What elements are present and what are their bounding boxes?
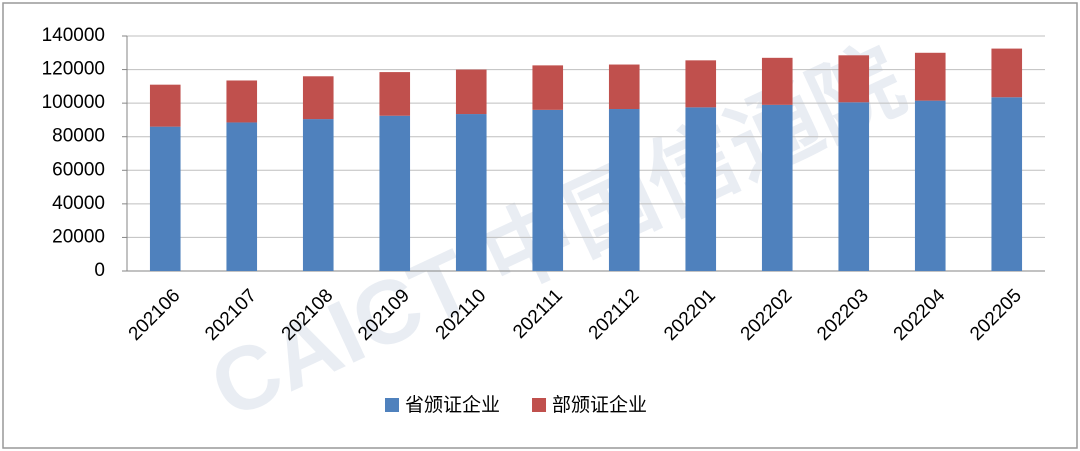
- y-tick-label: 20000: [52, 226, 105, 247]
- y-tick-label: 120000: [42, 59, 105, 80]
- legend-label: 省颁证企业: [405, 394, 500, 416]
- bar-segment: [149, 84, 181, 127]
- y-tick-label: 40000: [52, 193, 105, 214]
- bar-segment: [226, 80, 258, 123]
- bar-segment: [455, 114, 487, 271]
- bar-segment: [761, 104, 793, 271]
- bar-segment: [379, 115, 411, 271]
- bar-segment: [149, 126, 181, 272]
- bar-segment: [608, 109, 640, 272]
- bar-segment: [226, 122, 258, 271]
- bar-segment: [379, 72, 411, 116]
- bar-segment: [914, 52, 946, 101]
- y-tick-label: 100000: [42, 92, 105, 113]
- y-tick-label: 0: [94, 260, 105, 281]
- bar-segment: [685, 60, 717, 108]
- bar-segment: [608, 64, 640, 110]
- y-tick-label: 60000: [52, 159, 105, 180]
- bar-segment: [991, 97, 1023, 272]
- bar-segment: [532, 109, 564, 271]
- bar-segment: [914, 100, 946, 271]
- legend-swatch: [385, 398, 399, 412]
- y-tick-label: 80000: [52, 126, 105, 147]
- bar-segment: [455, 69, 487, 115]
- bar-segment: [302, 76, 334, 120]
- bar-segment: [991, 48, 1023, 98]
- bar-segment: [532, 65, 564, 110]
- y-tick-label: 140000: [42, 25, 105, 46]
- bar-segment: [761, 57, 793, 105]
- bar-segment: [302, 119, 334, 271]
- legend-label: 部颁证企业: [552, 394, 647, 416]
- bar-segment: [838, 55, 870, 103]
- bar-segment: [838, 102, 870, 271]
- legend-swatch: [532, 398, 547, 412]
- bar-segment: [685, 107, 717, 271]
